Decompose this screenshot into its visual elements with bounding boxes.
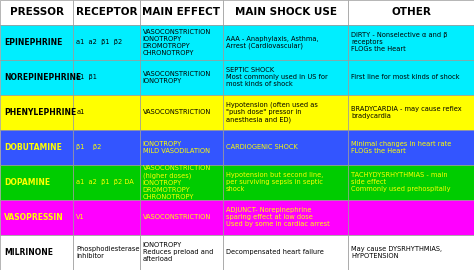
Bar	[73, 0, 140, 25]
Text: ADJUNCT- Norepinephrine
sparing effect at low dose
Used by some in cardiac arres: ADJUNCT- Norepinephrine sparing effect a…	[226, 207, 329, 227]
Text: DIRTY - Nonselective α and β
receptors
FLOGs the Heart: DIRTY - Nonselective α and β receptors F…	[351, 32, 448, 52]
Text: a1: a1	[76, 109, 84, 115]
Bar	[73, 60, 140, 95]
Text: β1    β2: β1 β2	[76, 144, 102, 150]
Text: VASOCONSTRICTION: VASOCONSTRICTION	[143, 109, 211, 115]
Text: VASOPRESSIN: VASOPRESSIN	[4, 213, 64, 222]
Bar	[140, 25, 223, 60]
Text: DOBUTAMINE: DOBUTAMINE	[4, 143, 62, 152]
Text: SEPTIC SHOCK
Most commonly used in US for
most kinds of shock: SEPTIC SHOCK Most commonly used in US fo…	[226, 68, 328, 87]
Bar	[73, 165, 140, 200]
Text: First line for most kinds of shock: First line for most kinds of shock	[351, 74, 460, 80]
Text: Hypotension (often used as
"push dose" pressor in
anesthesia and ED): Hypotension (often used as "push dose" p…	[226, 102, 318, 123]
Bar	[348, 25, 474, 60]
Bar	[0, 165, 73, 200]
Bar	[223, 0, 348, 25]
Text: a1  β1: a1 β1	[76, 74, 97, 80]
Bar	[0, 25, 73, 60]
Text: AAA - Anaphylaxis, Asthma,
Arrest (Cardiovascular): AAA - Anaphylaxis, Asthma, Arrest (Cardi…	[226, 36, 318, 49]
Text: V1: V1	[76, 214, 85, 221]
Bar	[0, 200, 73, 235]
Text: VASOCONSTRICTION
IONOTROPY: VASOCONSTRICTION IONOTROPY	[143, 71, 211, 84]
Bar	[140, 0, 223, 25]
Text: VASOCONSTRICTION
(higher doses)
IONOTROPY
DROMOTROPY
CHRONOTROPY: VASOCONSTRICTION (higher doses) IONOTROP…	[143, 165, 211, 200]
Bar	[348, 165, 474, 200]
Text: May cause DYSRHYTHMIAS,
HYPOTENSION: May cause DYSRHYTHMIAS, HYPOTENSION	[351, 246, 442, 259]
Text: Phosphodiesterase
inhibitor: Phosphodiesterase inhibitor	[76, 246, 140, 259]
Bar	[348, 200, 474, 235]
Bar	[223, 165, 348, 200]
Text: a1  a2  β1  β2 DA: a1 a2 β1 β2 DA	[76, 180, 134, 185]
Bar	[0, 130, 73, 165]
Bar	[348, 60, 474, 95]
Bar	[223, 130, 348, 165]
Bar	[348, 0, 474, 25]
Bar	[73, 200, 140, 235]
Text: IONOTROPY
MILD VASODILATION: IONOTROPY MILD VASODILATION	[143, 141, 210, 154]
Text: BRADYCARDIA - may cause reflex
bradycardia: BRADYCARDIA - may cause reflex bradycard…	[351, 106, 462, 119]
Bar	[223, 200, 348, 235]
Bar	[223, 25, 348, 60]
Bar	[73, 25, 140, 60]
Text: TACHYDYSRHYTHMIAS - main
side effect
Commonly used prehospitally: TACHYDYSRHYTHMIAS - main side effect Com…	[351, 173, 451, 193]
Text: MAIN EFFECT: MAIN EFFECT	[142, 7, 220, 18]
Text: PHENYLEPHRINE: PHENYLEPHRINE	[4, 108, 76, 117]
Text: RECEPTOR: RECEPTOR	[76, 7, 137, 18]
Text: OTHER: OTHER	[391, 7, 431, 18]
Bar	[223, 60, 348, 95]
Bar	[0, 60, 73, 95]
Bar	[73, 235, 140, 270]
Text: MAIN SHOCK USE: MAIN SHOCK USE	[235, 7, 337, 18]
Bar	[223, 95, 348, 130]
Bar	[140, 165, 223, 200]
Text: PRESSOR: PRESSOR	[10, 7, 64, 18]
Bar	[0, 235, 73, 270]
Bar	[223, 235, 348, 270]
Bar	[348, 95, 474, 130]
Text: DOPAMINE: DOPAMINE	[4, 178, 50, 187]
Bar	[348, 130, 474, 165]
Bar	[73, 130, 140, 165]
Text: EPINEPHRINE: EPINEPHRINE	[4, 38, 62, 47]
Text: VASOCONSTRICTION
IONOTROPY
DROMOTROPY
CHRONOTROPY: VASOCONSTRICTION IONOTROPY DROMOTROPY CH…	[143, 29, 211, 56]
Bar	[140, 130, 223, 165]
Bar	[0, 0, 73, 25]
Bar	[140, 235, 223, 270]
Bar	[348, 235, 474, 270]
Text: Hypotension but second line,
per surviving sepsis in septic
shock: Hypotension but second line, per survivi…	[226, 173, 323, 193]
Text: Minimal changes in heart rate
FLOGs the Heart: Minimal changes in heart rate FLOGs the …	[351, 141, 452, 154]
Text: NOREPINEPHRINE: NOREPINEPHRINE	[4, 73, 81, 82]
Bar	[140, 200, 223, 235]
Text: CARDIOGENIC SHOCK: CARDIOGENIC SHOCK	[226, 144, 297, 150]
Text: MILRINONE: MILRINONE	[4, 248, 53, 257]
Bar	[140, 60, 223, 95]
Text: Decompensated heart failure: Decompensated heart failure	[226, 249, 323, 255]
Bar	[73, 95, 140, 130]
Bar	[140, 95, 223, 130]
Text: a1  a2  β1  β2: a1 a2 β1 β2	[76, 39, 123, 45]
Text: VASOCONSTRICTION: VASOCONSTRICTION	[143, 214, 211, 221]
Bar	[0, 95, 73, 130]
Text: IONOTROPY
Reduces preload and
afterload: IONOTROPY Reduces preload and afterload	[143, 242, 213, 262]
